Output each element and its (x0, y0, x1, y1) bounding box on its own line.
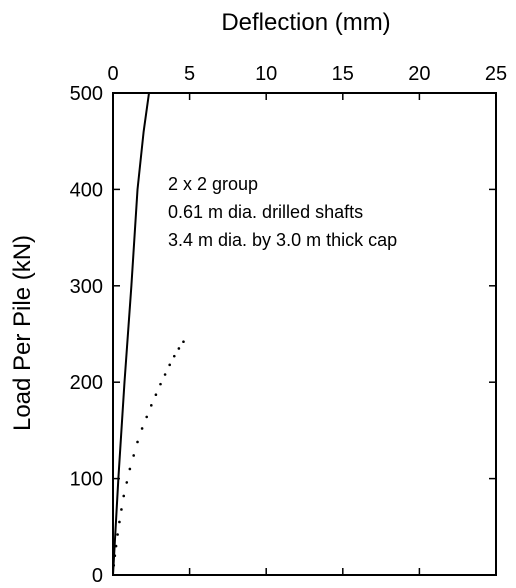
series-point-dotted (112, 564, 116, 567)
series-point-dotted (116, 533, 119, 536)
y-tick-label: 500 (70, 83, 103, 105)
series-point-dotted (125, 481, 129, 484)
series-point-dotted (128, 467, 132, 471)
x-tick-label: 20 (408, 63, 430, 85)
y-ticks: 0 100 200 300 400 500 (70, 83, 496, 587)
series-point-dotted (140, 427, 144, 430)
series-point-dotted (122, 494, 126, 498)
annotation-line: 2 x 2 group (168, 174, 258, 194)
series-point-dotted (172, 354, 176, 358)
series-line-solid (112, 92, 150, 576)
y-tick-label: 0 (92, 565, 103, 587)
series-point-dotted (150, 404, 153, 407)
series-point-dotted (113, 554, 117, 558)
annotation-block: 2 x 2 group 0.61 m dia. drilled shafts 3… (168, 174, 397, 250)
series-layer (112, 92, 185, 576)
series-point-dotted (168, 363, 171, 367)
y-tick-label: 400 (70, 179, 103, 201)
x-tick-label: 0 (107, 63, 118, 85)
series-point-dotted (182, 340, 185, 344)
annotation-line: 3.4 m dia. by 3.0 m thick cap (168, 230, 397, 250)
series-point-dotted (132, 454, 135, 457)
x-tick-label: 10 (255, 63, 277, 85)
y-tick-label: 200 (70, 372, 103, 394)
x-axis-title: Deflection (mm) (221, 9, 390, 36)
series-point-dotted (159, 382, 162, 386)
series-point-dotted (120, 508, 123, 511)
x-tick-label: 5 (184, 63, 195, 85)
series-point-dotted (154, 393, 158, 397)
series-point-dotted (145, 415, 149, 419)
series-point-dotted (163, 373, 167, 376)
y-tick-label: 100 (70, 469, 103, 491)
plot-frame (112, 92, 497, 576)
y-tick-label: 300 (70, 276, 103, 298)
series-point-dotted (114, 544, 118, 548)
x-ticks: 0 5 10 15 20 25 (107, 63, 507, 575)
series-point-dotted (136, 440, 139, 444)
annotation-line: 0.61 m dia. drilled shafts (168, 202, 363, 222)
x-tick-label: 25 (485, 63, 507, 85)
x-tick-label: 15 (332, 63, 354, 85)
series-point-dotted (118, 520, 121, 524)
series-point-dotted (177, 347, 181, 350)
y-axis-title: Load Per Pile (kN) (9, 235, 36, 431)
